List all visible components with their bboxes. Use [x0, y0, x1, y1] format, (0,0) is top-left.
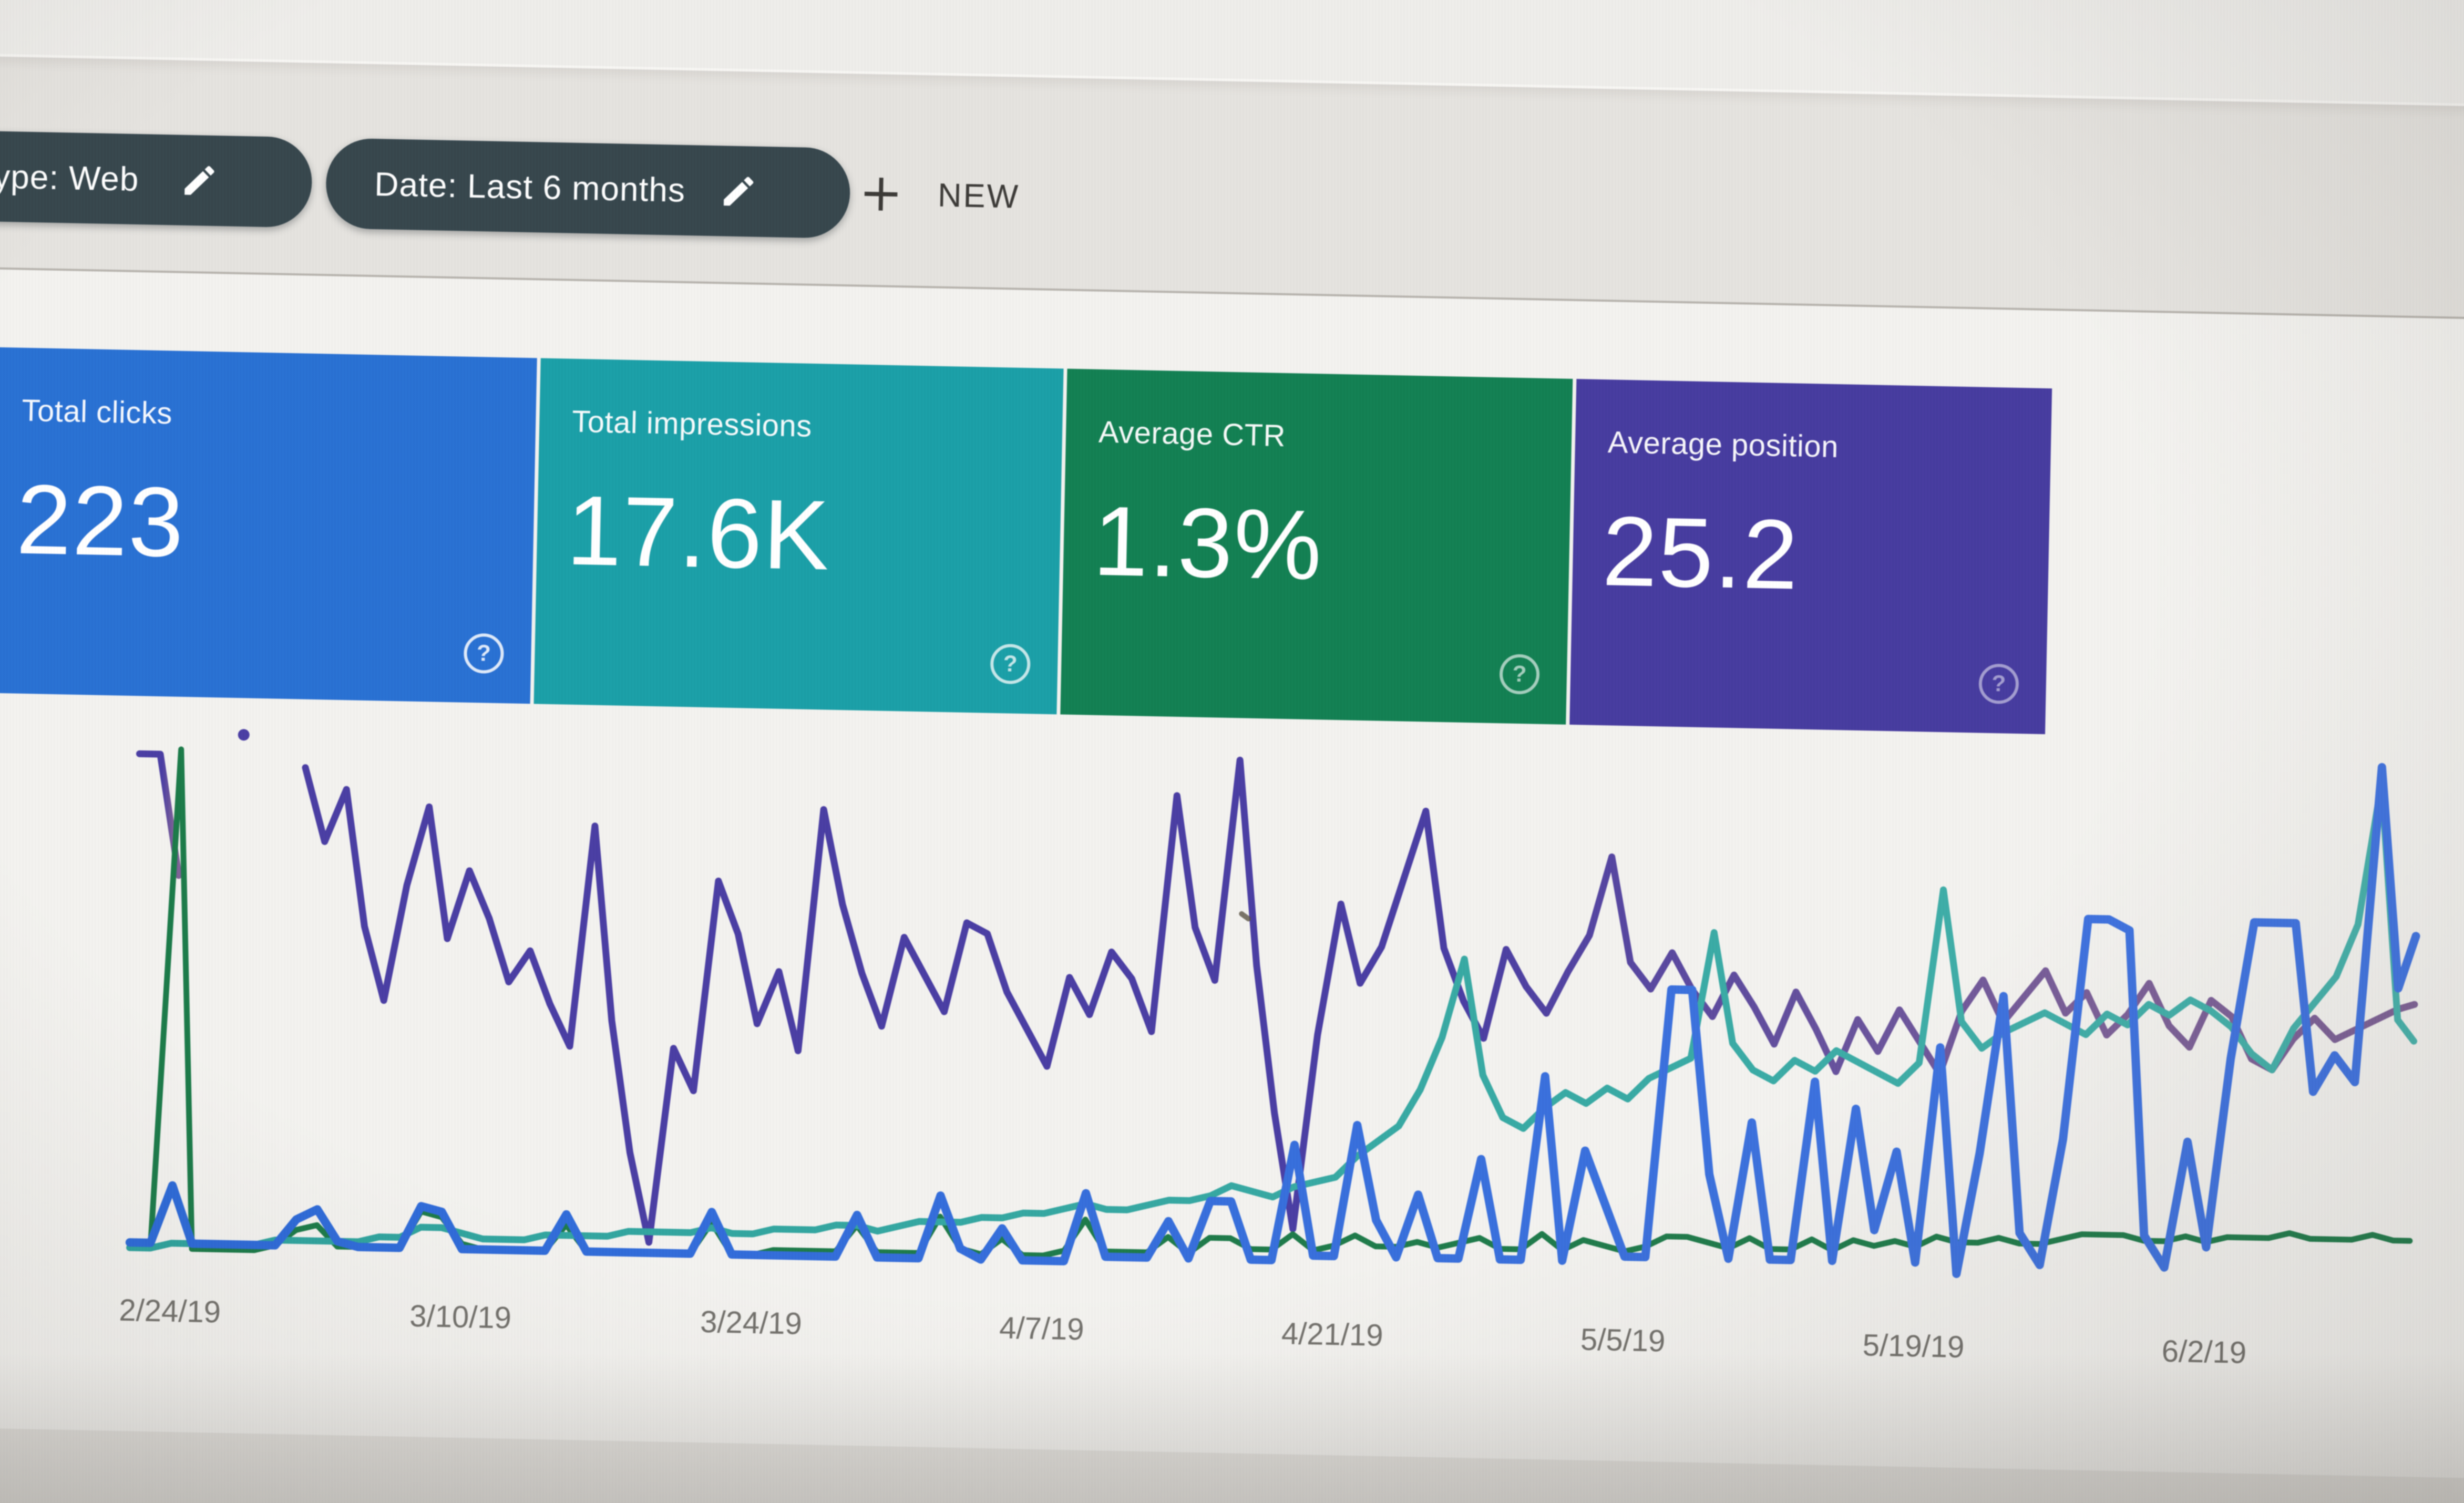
x-axis-tick-label: 3/24/19 [700, 1305, 803, 1341]
help-icon[interactable]: ? [1978, 663, 2019, 705]
series-line-total-clicks [125, 763, 2420, 1278]
x-axis-tick-label: 4/21/19 [1281, 1316, 1383, 1353]
metric-card-value: 25.2 [1601, 496, 1800, 610]
metric-card-label: Total clicks [21, 393, 173, 431]
new-filter-button-label: NEW [937, 177, 1020, 215]
metric-card-value: 223 [15, 464, 186, 578]
x-axis-tick-label: 2/24/19 [119, 1293, 221, 1330]
filter-chip-search-type[interactable]: type: Web [0, 130, 313, 228]
metric-card-average-position[interactable]: Average position 25.2 ? [1569, 379, 2052, 735]
filter-chip-date-range[interactable]: Date: Last 6 months [325, 138, 851, 239]
x-axis-tick-label: 5/5/19 [1580, 1323, 1666, 1358]
help-icon[interactable]: ? [990, 643, 1031, 685]
x-axis-tick-label: 6/2/19 [2161, 1334, 2247, 1370]
metric-card-total-impressions[interactable]: Total impressions 17.6K ? [533, 358, 1064, 715]
series-line-average-position [302, 756, 2418, 1246]
isolated-data-point [238, 729, 250, 741]
filter-chip-search-type-label: type: Web [0, 157, 140, 199]
x-axis-tick-label: 4/7/19 [999, 1311, 1085, 1346]
metric-cards-row: Total clicks 223 ? Total impressions 17.… [0, 347, 2053, 735]
pencil-icon[interactable] [180, 161, 219, 200]
metric-card-total-clicks[interactable]: Total clicks 223 ? [0, 347, 537, 704]
help-icon[interactable]: ? [1499, 654, 1540, 695]
new-filter-button[interactable]: NEW [854, 150, 1021, 240]
metric-card-label: Average position [1607, 425, 1839, 465]
help-icon[interactable]: ? [463, 633, 505, 674]
x-axis-tick-label: 5/19/19 [1862, 1328, 1965, 1364]
page-top-strip [0, 0, 2464, 108]
x-axis-labels: 2/24/19 3/10/19 3/24/19 4/7/19 4/21/19 5/5/19… [119, 1293, 2247, 1370]
series-line-total-impressions [126, 779, 2417, 1252]
performance-line-chart[interactable]: 2/24/19 3/10/19 3/24/19 4/7/19 4/21/19 5/5/19… [7, 696, 2459, 1396]
series-line-average-position [136, 750, 182, 879]
metric-card-label: Total impressions [571, 404, 813, 444]
plus-icon [864, 178, 898, 211]
metric-card-value: 17.6K [566, 475, 831, 591]
filter-chip-date-range-label: Date: Last 6 months [374, 165, 686, 209]
metric-card-value: 1.3% [1092, 485, 1324, 601]
metric-card-label: Average CTR [1098, 415, 1286, 453]
x-axis-tick-label: 3/10/19 [409, 1299, 512, 1335]
pencil-icon[interactable] [718, 171, 758, 211]
metric-card-average-ctr[interactable]: Average CTR 1.3% ? [1060, 368, 1573, 725]
